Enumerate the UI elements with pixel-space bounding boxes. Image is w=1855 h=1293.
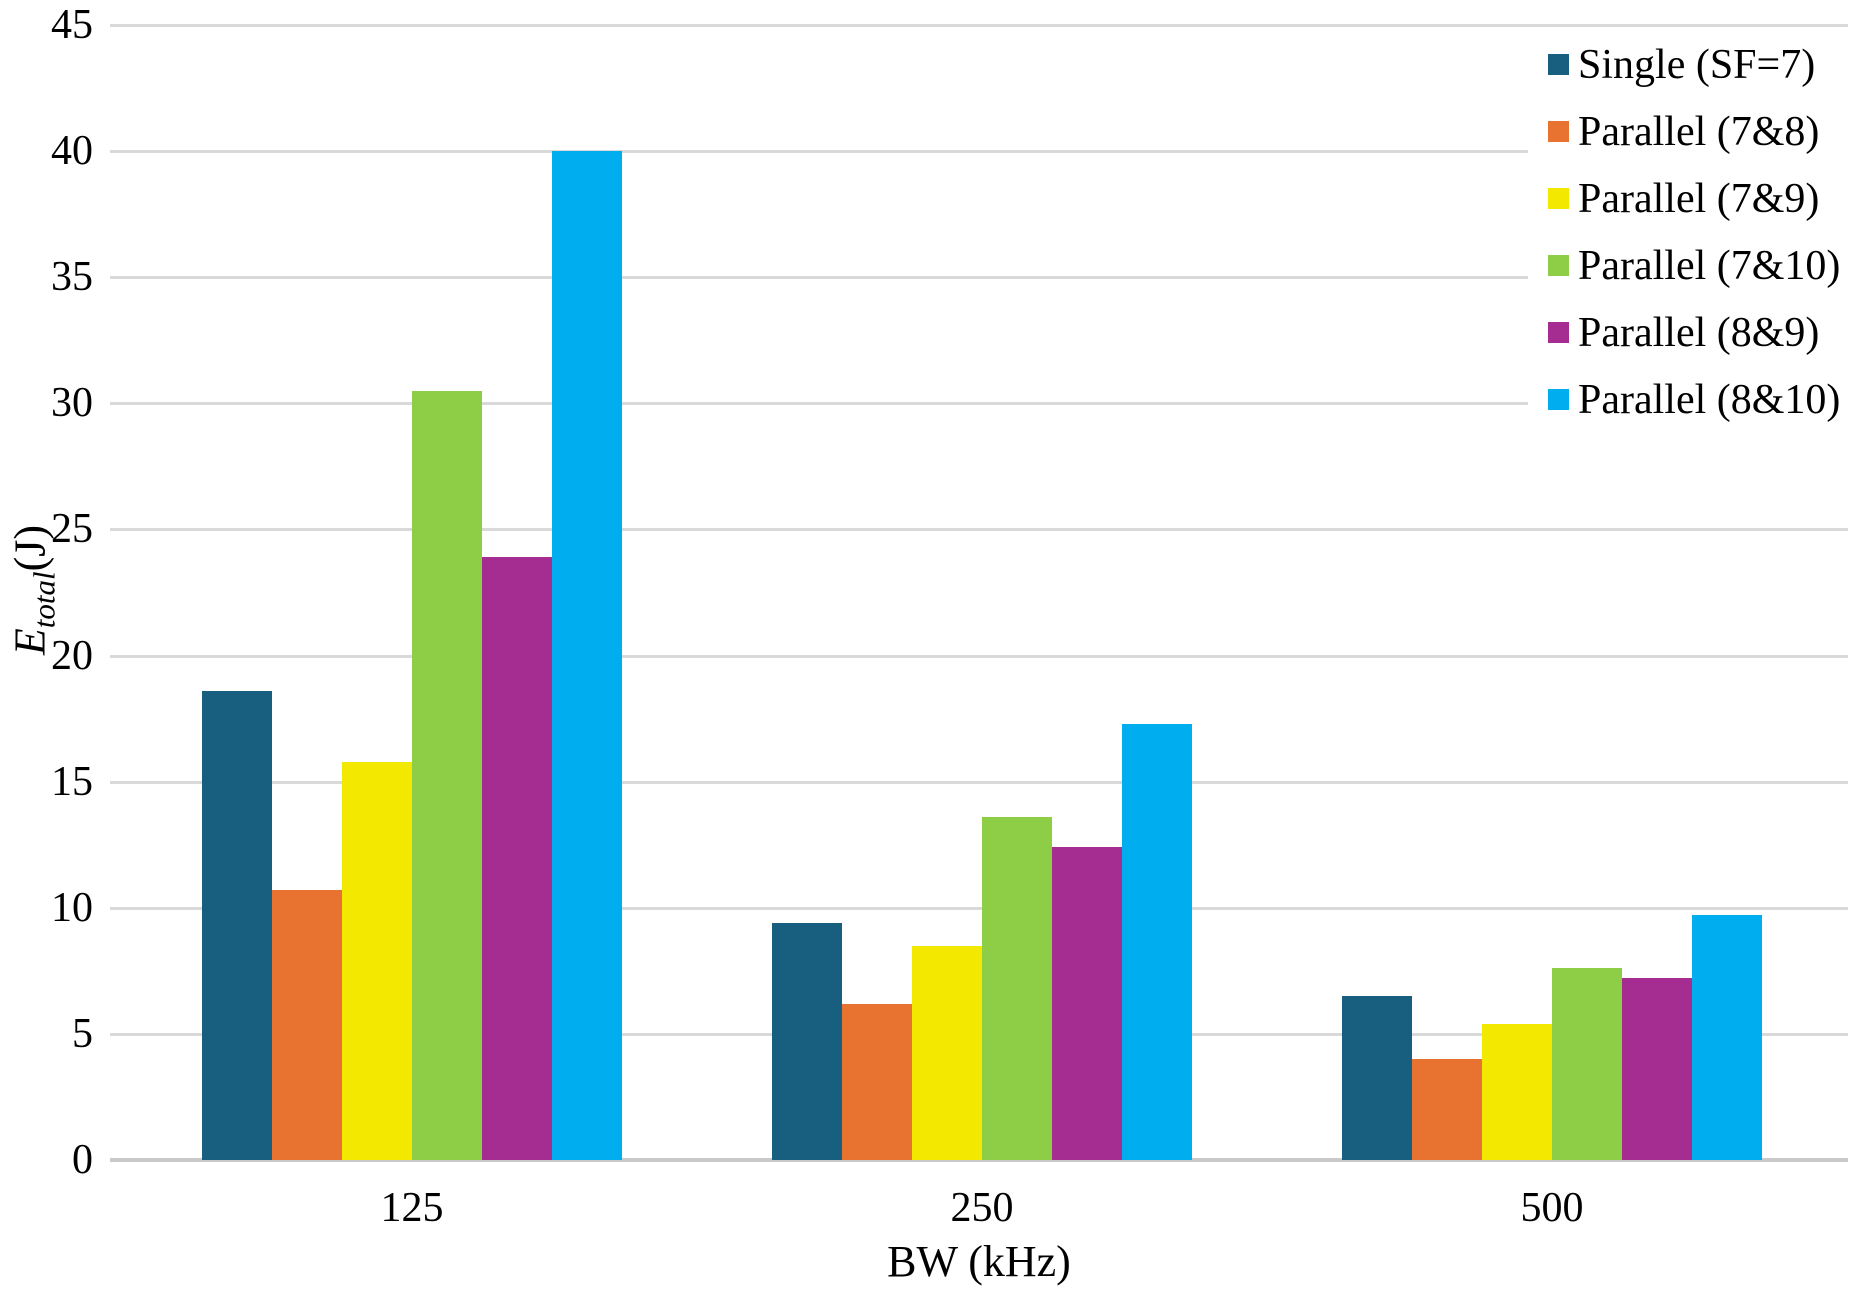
legend-swatch-parallel-7-10 bbox=[1548, 255, 1569, 276]
bar-parallel-8-10-125 bbox=[552, 151, 622, 1160]
bar-parallel-8-9-500 bbox=[1622, 978, 1692, 1160]
y-tick-label-25: 25 bbox=[51, 506, 93, 553]
bar-group-250 bbox=[772, 25, 1192, 1160]
legend-swatch-parallel-7-9 bbox=[1548, 188, 1569, 209]
legend-item-parallel-8-9: Parallel (8&9) bbox=[1548, 312, 1855, 354]
y-tick-label-35: 35 bbox=[51, 254, 93, 301]
bar-parallel-7-9-500 bbox=[1482, 1023, 1552, 1160]
gridline-40 bbox=[110, 150, 1848, 154]
legend-label-parallel-8-10: Parallel (8&10) bbox=[1578, 376, 1841, 423]
gridline-35 bbox=[110, 276, 1848, 280]
y-tick-label-20: 20 bbox=[51, 632, 93, 679]
legend-label-parallel-8-9: Parallel (8&9) bbox=[1578, 309, 1820, 356]
bar-parallel-7-9-125 bbox=[342, 761, 412, 1160]
bar-group-125 bbox=[202, 25, 622, 1160]
y-tick-label-40: 40 bbox=[51, 128, 93, 175]
x-axis-line bbox=[110, 1158, 1848, 1162]
legend-swatch-parallel-8-10 bbox=[1548, 389, 1569, 410]
x-tick-label-125: 125 bbox=[380, 1185, 444, 1231]
gridline-30 bbox=[110, 402, 1848, 406]
bar-single-sf-7-250 bbox=[772, 922, 842, 1160]
gridline-25 bbox=[110, 528, 1848, 532]
bar-parallel-8-10-500 bbox=[1692, 915, 1762, 1160]
legend-swatch-single-sf-7 bbox=[1548, 54, 1569, 75]
y-tick-label-5: 5 bbox=[72, 1010, 93, 1057]
bar-parallel-8-10-250 bbox=[1122, 723, 1192, 1160]
bar-single-sf-7-125 bbox=[202, 690, 272, 1160]
y-tick-label-45: 45 bbox=[51, 2, 93, 48]
legend-swatch-parallel-7-8 bbox=[1548, 121, 1569, 142]
legend-item-single-sf-7: Single (SF=7) bbox=[1548, 44, 1855, 86]
bar-parallel-7-10-125 bbox=[412, 390, 482, 1160]
legend-item-parallel-8-10: Parallel (8&10) bbox=[1548, 379, 1855, 421]
legend: Single (SF=7) Parallel (7&8) Parallel (7&9… bbox=[1528, 38, 1855, 446]
legend-label-parallel-7-10: Parallel (7&10) bbox=[1578, 242, 1841, 289]
x-axis-title: BW (kHz) bbox=[887, 1237, 1071, 1286]
legend-label-parallel-7-8: Parallel (7&8) bbox=[1578, 108, 1820, 155]
y-axis-subscript: total bbox=[26, 571, 62, 629]
bar-parallel-7-10-250 bbox=[982, 816, 1052, 1160]
bar-parallel-7-8-500 bbox=[1412, 1059, 1482, 1160]
bar-group-500 bbox=[1342, 25, 1762, 1160]
x-tick-label-250: 250 bbox=[950, 1185, 1014, 1231]
legend-label-parallel-7-9: Parallel (7&9) bbox=[1578, 175, 1820, 222]
y-tick-label-10: 10 bbox=[51, 884, 93, 931]
gridline-10 bbox=[110, 906, 1848, 910]
bar-parallel-8-9-250 bbox=[1052, 847, 1122, 1160]
bar-parallel-7-9-250 bbox=[912, 945, 982, 1160]
y-tick-label-15: 15 bbox=[51, 758, 93, 805]
gridline-45 bbox=[110, 24, 1848, 27]
gridline-20 bbox=[110, 654, 1848, 658]
legend-item-parallel-7-9: Parallel (7&9) bbox=[1548, 178, 1855, 220]
legend-label-single-sf-7: Single (SF=7) bbox=[1578, 41, 1816, 88]
bar-single-sf-7-500 bbox=[1342, 996, 1412, 1160]
bar-parallel-7-8-125 bbox=[272, 890, 342, 1160]
bar-parallel-7-8-250 bbox=[842, 1003, 912, 1160]
legend-item-parallel-7-8: Parallel (7&8) bbox=[1548, 111, 1855, 153]
plot-area bbox=[110, 24, 1848, 1162]
bar-parallel-7-10-500 bbox=[1552, 968, 1622, 1160]
legend-swatch-parallel-8-9 bbox=[1548, 322, 1569, 343]
legend-item-parallel-7-10: Parallel (7&10) bbox=[1548, 245, 1855, 287]
gridline-15 bbox=[110, 780, 1848, 784]
y-tick-label-30: 30 bbox=[51, 380, 93, 427]
bar-parallel-8-9-125 bbox=[482, 557, 552, 1160]
x-tick-label-500: 500 bbox=[1520, 1185, 1584, 1231]
y-tick-label-0: 0 bbox=[72, 1137, 93, 1183]
